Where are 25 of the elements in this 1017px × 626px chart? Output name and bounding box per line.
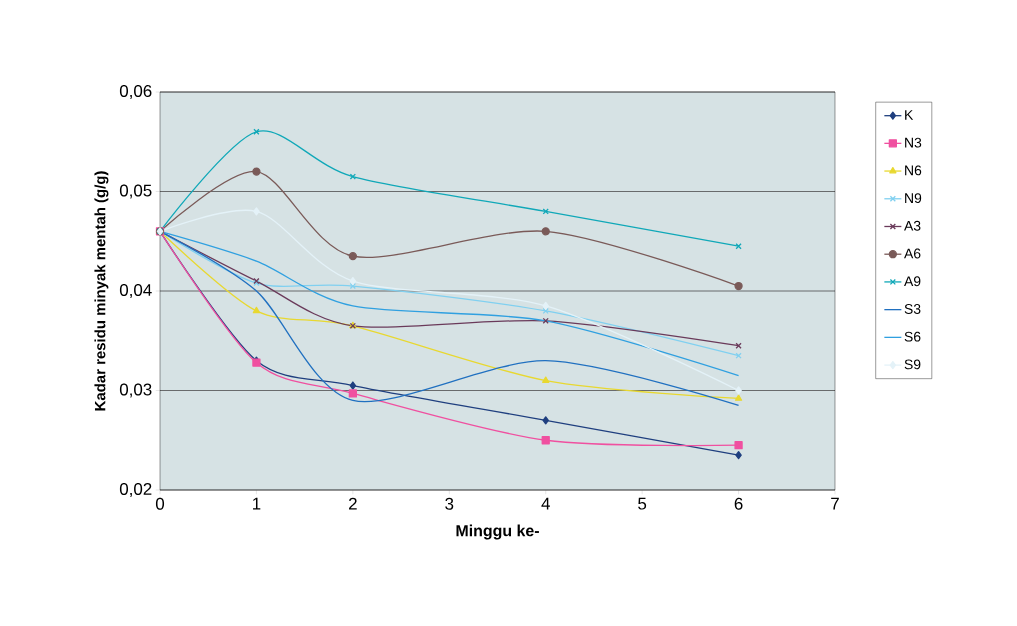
legend-label: S6 <box>904 331 921 342</box>
x-axis-title: Minggu ke- <box>456 524 539 540</box>
x-tick-label: 6 <box>734 497 743 510</box>
y-tick-label: 0,03 <box>119 383 152 398</box>
legend-label: N9 <box>905 193 922 204</box>
y-axis-title: Kadar residu minyak mentah (g/g) <box>94 171 109 411</box>
legend-label: S9 <box>904 359 921 370</box>
legend-label: K <box>905 110 914 120</box>
x-tick-label: 3 <box>445 497 454 510</box>
y-tick-label: 0,04 <box>119 284 152 298</box>
y-tick-label: 0,02 <box>119 483 152 497</box>
x-tick-label: 4 <box>541 497 550 510</box>
y-tick-label: 0,05 <box>119 184 152 199</box>
x-tick-label: 2 <box>349 497 357 510</box>
legend-label: N3 <box>905 137 922 148</box>
legend-label: S3 <box>904 304 921 314</box>
legend-label: A3 <box>904 220 921 231</box>
legend-label: A6 <box>904 248 921 259</box>
legend-label: A9 <box>904 276 921 287</box>
x-tick-label: 5 <box>638 497 647 510</box>
x-tick-label: 0 <box>155 497 165 510</box>
x-tick-label: 1 <box>253 497 261 510</box>
x-tick-label: 7 <box>831 497 839 510</box>
legend-label: N6 <box>905 165 922 176</box>
y-tick-label: 0,06 <box>119 85 152 99</box>
